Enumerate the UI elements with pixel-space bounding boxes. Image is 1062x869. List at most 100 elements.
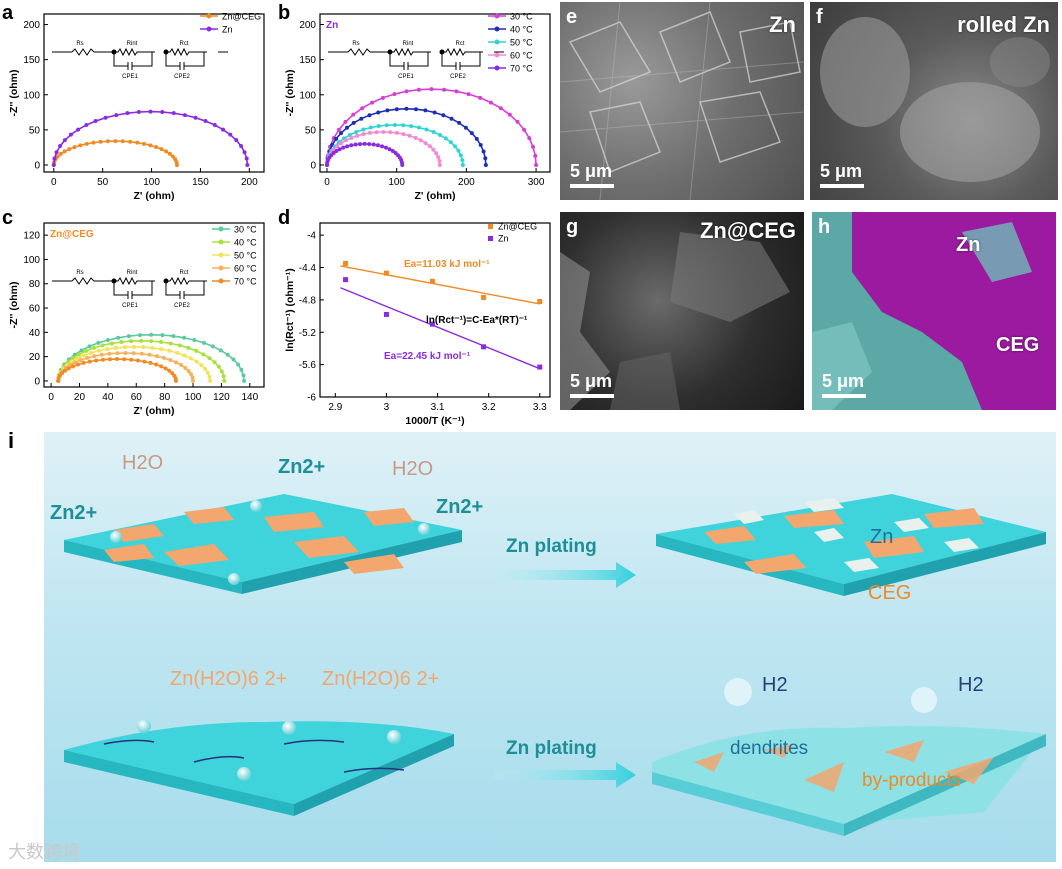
b-series-line-0 — [326, 88, 537, 166]
c-legend-label-2: 50 °C — [234, 251, 257, 261]
b-series-3-point-14 — [388, 130, 393, 135]
c-circuit-r-1 — [166, 276, 207, 286]
c-series-3-point-12 — [115, 351, 120, 356]
c-series-2-point-12 — [122, 345, 127, 350]
b-series-3-point-19 — [418, 138, 423, 143]
c-circuit-label-cpe-1: CPE2 — [174, 303, 190, 309]
c-series-3-point-11 — [107, 351, 112, 356]
c-series-1-point-17 — [177, 343, 182, 348]
b-series-0-point-15 — [454, 89, 459, 94]
a-series-0-point-10 — [91, 140, 96, 145]
c-xtick-label-6: 120 — [213, 392, 230, 403]
a-series-0-point-13 — [113, 139, 118, 144]
schematic-drawing — [64, 494, 1046, 836]
b-series-0-point-19 — [498, 106, 503, 111]
a-series-0-point-20 — [159, 147, 164, 152]
c-series-3-point-13 — [123, 350, 128, 355]
c-series-3-point-26 — [191, 378, 196, 383]
c-series-2-point-10 — [105, 347, 110, 352]
slab-top-left — [64, 494, 462, 594]
label-ceg: CEG — [868, 582, 912, 604]
b-series-3-point-13 — [381, 129, 386, 134]
a-series-1-point-9 — [103, 115, 108, 120]
c-series-3-point-18 — [161, 355, 166, 360]
slab-bottom-right — [652, 678, 1046, 836]
c-xlabel: Z' (ohm) — [134, 405, 175, 417]
c-series-1-point-15 — [159, 340, 164, 345]
b-series-0-point-22 — [522, 127, 527, 132]
sem-texture-f — [820, 17, 1050, 182]
b-series-3-point-5 — [334, 144, 339, 149]
a-series-1-point-4 — [62, 138, 67, 143]
panel-label-b: b — [278, 2, 291, 24]
a-series-0-point-11 — [98, 139, 103, 144]
b-series-0-point-9 — [380, 95, 385, 100]
b-series-1-point-19 — [457, 120, 462, 125]
b-ylabel: -Z'' (ohm) — [284, 70, 296, 117]
label-dendrites: dendrites — [730, 738, 809, 759]
d-ytick-label-2: -4.8 — [299, 295, 317, 306]
panel-d-chart: 2.9 3 3.1 3.2 3.3 -4 -4.4 -4.8 -5.2 -5.6 -6 1000/T … — [284, 222, 551, 427]
c-series-2-point-16 — [159, 347, 164, 352]
c-series-3-point-23 — [186, 369, 191, 374]
a-series-0-point-4 — [58, 151, 63, 156]
b-legend-label-2: 50 °C — [510, 38, 533, 48]
a-xtick-label-0: 0 — [51, 177, 57, 188]
b-series-4-point-7 — [337, 147, 342, 152]
b-series-3-point-8 — [349, 135, 354, 140]
label-byproducts: by-products — [862, 770, 962, 791]
b-series-1-point-24 — [481, 149, 486, 154]
a-axes-frame — [43, 13, 265, 173]
c-series-3-point-10 — [99, 352, 104, 357]
c-series-3-point-20 — [174, 360, 179, 365]
b-series-2-point-25 — [460, 158, 465, 163]
c-series-4-point-22 — [167, 368, 172, 373]
c-series-1-point-23 — [216, 364, 221, 369]
a-series-1-point-11 — [125, 111, 130, 116]
c-ytick-label-3: 60 — [29, 304, 41, 315]
b-series-2-point-14 — [401, 123, 406, 128]
b-series-3-point-25 — [437, 158, 442, 163]
sem-image-g: g Zn@CEG 5 μm — [560, 212, 804, 410]
b-circuit-cpe-1 — [441, 52, 481, 70]
c-series-4-point-3 — [60, 371, 65, 376]
b-series-1-point-22 — [474, 136, 479, 141]
a-series-0-point-12 — [105, 139, 110, 144]
c-series-0-point-16 — [182, 335, 187, 340]
c-series-4-point-20 — [159, 364, 164, 369]
c-ylabel: -Z'' (ohm) — [8, 282, 20, 329]
c-ytick-label-5: 100 — [23, 255, 40, 266]
sem-map-h — [812, 212, 1056, 410]
label-h2-1: H2 — [762, 674, 788, 696]
a-circuit-r-0 — [114, 47, 155, 57]
a-circuit-r-1 — [166, 47, 207, 57]
b-series-3-point-17 — [407, 133, 412, 138]
sem-image-h: h Zn CEG 5 μm — [812, 212, 1056, 410]
b-series-3-point-22 — [431, 147, 436, 152]
b-series-3-point-15 — [394, 130, 399, 135]
a-series-1-point-8 — [93, 119, 98, 124]
a-series-0-point-7 — [72, 145, 77, 150]
b-series-0-point-12 — [416, 87, 421, 92]
c-series-3-point-25 — [190, 375, 195, 380]
a-legend-marker-1 — [206, 26, 212, 32]
a-series-1-point-23 — [239, 144, 244, 149]
c-series-2-point-25 — [207, 374, 212, 379]
a-series-1-point-3 — [58, 144, 63, 149]
sem-name-g: Zn@CEG — [699, 218, 796, 243]
b-series-4-point-13 — [362, 141, 367, 146]
d-series-1-point-4 — [537, 364, 543, 370]
b-series-4-point-15 — [371, 142, 376, 147]
c-circuit-cpe-1 — [165, 281, 205, 299]
b-series-1-point-8 — [359, 116, 364, 121]
b-series-2-point-19 — [437, 133, 442, 138]
a-ylabel: -Z'' (ohm) — [8, 70, 20, 117]
panel-label-i: i — [8, 428, 15, 453]
b-series-4-point-12 — [358, 142, 363, 147]
a-series-1-point-16 — [182, 113, 187, 118]
b-series-2-point-15 — [409, 124, 414, 129]
a-series-1-point-20 — [221, 127, 226, 132]
scale-line-e — [570, 184, 614, 188]
d-series-0-point-4 — [537, 299, 543, 305]
